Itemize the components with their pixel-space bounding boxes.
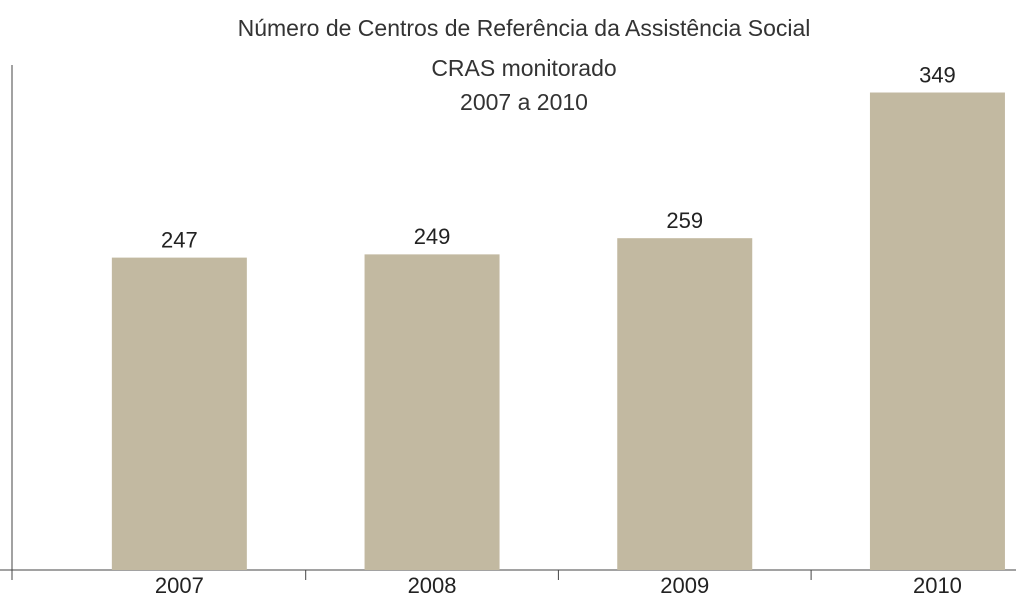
- data-label: 259: [666, 208, 703, 233]
- chart-subtitle: 2007 a 2010: [460, 89, 588, 115]
- data-label: 349: [919, 62, 956, 87]
- bar: [111, 257, 247, 570]
- x-tick-label: 2007: [155, 573, 204, 598]
- chart-subtitle: CRAS monitorado: [431, 55, 616, 81]
- data-label: 249: [414, 224, 451, 249]
- x-tick-label: 2008: [408, 573, 457, 598]
- bar: [364, 254, 500, 570]
- x-tick-label: 2009: [660, 573, 709, 598]
- bar: [869, 92, 1005, 571]
- x-tick-label: 2010: [913, 573, 962, 598]
- data-label: 247: [161, 227, 198, 252]
- bar: [617, 238, 753, 571]
- chart-title: Número de Centros de Referência da Assis…: [238, 15, 811, 41]
